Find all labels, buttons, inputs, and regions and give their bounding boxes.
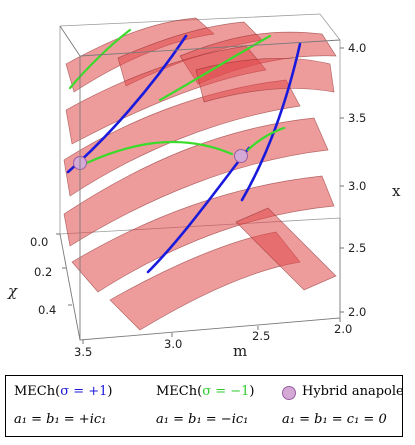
x-tick-label: 4.0 [348, 41, 366, 55]
x-tick-label: 3.5 [348, 111, 366, 125]
legend-entry-sigma-plus: MECh(σ = +1) [14, 384, 112, 399]
legend-subtext-3: a₁ = b₁ = c₁ = 0 [282, 412, 387, 427]
x-axis-label: x [392, 182, 401, 200]
bounding-box-front [59, 25, 341, 341]
legend-text: MECh( [14, 384, 61, 399]
legend-subtext-2: a₁ = b₁ = −ic₁ [156, 412, 249, 427]
anapole-marker-icon [282, 386, 296, 400]
x-tick-label: 3.0 [348, 179, 366, 193]
legend: MECh(σ = +1) MECh(σ = −1) Hybrid anapole… [5, 375, 404, 437]
surface-sheets [63, 17, 337, 331]
plot-area: 3.5 3.0 2.5 2.0 0.0 0.2 0.4 2.0 2.5 3.0 … [7, 13, 401, 360]
legend-subtext-1: a₁ = b₁ = +ic₁ [14, 412, 107, 427]
green-curve-2 [158, 34, 272, 102]
chi-tick-label: 0.0 [30, 235, 48, 249]
m-tick-label: 3.0 [164, 337, 182, 351]
x-tick-label: 2.5 [348, 241, 366, 255]
x-ticks: 2.0 2.5 3.0 3.5 4.0 [348, 41, 366, 319]
anapole-point-2 [234, 149, 248, 163]
surface-sheet [71, 175, 335, 293]
surface-sheet [63, 117, 329, 247]
legend-sigma: σ = −1 [202, 384, 250, 399]
tick-marks [56, 47, 344, 344]
chi-tick-label: 0.4 [38, 303, 56, 317]
green-curve-3 [78, 140, 234, 168]
chi-axis-label: χ [7, 282, 18, 300]
surface-sheet [195, 58, 335, 103]
legend-sigma: σ = +1 [60, 384, 108, 399]
surface-sheet [63, 79, 301, 197]
legend-entry-anapole: Hybrid anapole [302, 384, 404, 399]
surface-sheet [235, 207, 337, 291]
legend-text: MECh( [156, 384, 203, 399]
m-axis-label: m [233, 342, 247, 360]
legend-close: ) [107, 384, 113, 399]
green-curve-1 [68, 28, 132, 90]
m-ticks: 3.5 3.0 2.5 2.0 [74, 322, 352, 359]
x-tick-label: 2.0 [348, 305, 366, 319]
legend-text: Hybrid anapole [302, 384, 404, 399]
legend-entry-sigma-minus: MECh(σ = −1) [156, 384, 254, 399]
m-tick-label: 2.0 [334, 322, 352, 336]
green-curve-4 [246, 126, 286, 152]
m-tick-label: 2.5 [252, 329, 270, 343]
legend-close: ) [249, 384, 255, 399]
m-tick-label: 3.5 [74, 345, 92, 359]
chi-ticks: 0.0 0.2 0.4 [30, 235, 56, 317]
chi-tick-label: 0.2 [34, 265, 52, 279]
